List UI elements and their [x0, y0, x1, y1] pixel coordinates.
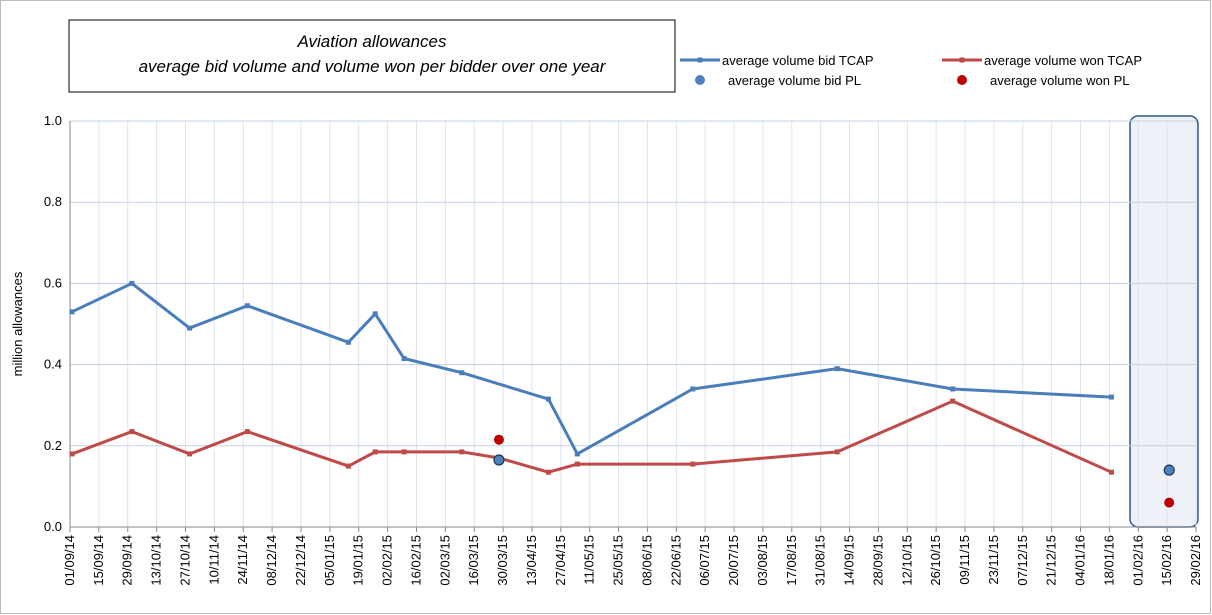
series-dot [493, 454, 505, 466]
series-marker [345, 463, 351, 469]
series-marker [129, 280, 135, 286]
series-marker [690, 386, 696, 392]
x-tick-label: 27/04/15 [553, 535, 568, 586]
y-tick-label: 0.6 [44, 275, 62, 290]
series-marker [950, 398, 956, 404]
x-tick-label: 18/01/16 [1101, 535, 1116, 586]
x-tick-label: 14/09/15 [842, 535, 857, 586]
x-tick-label: 01/02/16 [1130, 535, 1145, 586]
series-marker [401, 356, 407, 362]
series-marker [372, 311, 378, 317]
chart-subtitle: average bid volume and volume won per bi… [139, 57, 607, 76]
series-marker [834, 366, 840, 372]
x-tick-label: 01/09/14 [62, 535, 77, 586]
x-tick-label: 04/01/16 [1073, 535, 1088, 586]
x-tick-label: 31/08/15 [813, 535, 828, 586]
series-line [71, 281, 1112, 456]
x-tick-label: 20/07/15 [726, 535, 741, 586]
x-tick-label: 09/11/15 [957, 535, 972, 585]
series-marker [574, 461, 580, 467]
legend-label: average volume bid PL [728, 73, 861, 88]
y-axis-label: million allowances [10, 271, 25, 376]
x-tick-label: 30/03/15 [495, 535, 510, 586]
x-tick-label: 29/02/16 [1188, 535, 1203, 586]
series-dot [1163, 464, 1175, 476]
x-tick-label: 29/09/14 [120, 535, 135, 586]
series-marker [187, 325, 193, 331]
y-tick-label: 0.0 [44, 519, 62, 534]
highlight-box [1129, 115, 1199, 528]
series-dot [1164, 497, 1175, 508]
x-tick-label: 22/12/14 [293, 535, 308, 586]
series-marker [345, 339, 351, 345]
x-tick-label: 11/05/15 [582, 535, 597, 585]
x-tick-label: 16/02/15 [408, 535, 423, 586]
x-tick-label: 13/10/14 [149, 535, 164, 586]
x-tick-label: 03/08/15 [755, 535, 770, 586]
x-tick-label: 02/02/15 [380, 535, 395, 586]
series-marker [69, 309, 75, 315]
x-tick-label: 21/12/15 [1044, 535, 1059, 586]
title-box [68, 19, 676, 93]
x-tick-label: 19/01/15 [351, 535, 366, 586]
x-tick-label: 28/09/15 [870, 535, 885, 586]
series-marker [574, 451, 580, 457]
x-tick-label: 05/01/15 [322, 535, 337, 586]
series-marker [244, 429, 250, 435]
y-tick-label: 0.8 [44, 194, 62, 209]
series-marker [690, 461, 696, 467]
series-marker [187, 451, 193, 457]
x-tick-label: 27/10/14 [177, 535, 192, 586]
x-tick-label: 23/11/15 [986, 535, 1001, 585]
y-tick-label: 0.4 [44, 357, 62, 372]
x-tick-label: 02/03/15 [437, 535, 452, 586]
legend-dot [695, 75, 705, 85]
series-marker [545, 396, 551, 402]
y-tick-label: 1.0 [44, 113, 62, 128]
x-tick-label: 26/10/15 [928, 535, 943, 586]
x-tick-label: 08/12/14 [264, 535, 279, 586]
legend-dot [957, 75, 967, 85]
series-marker [372, 449, 378, 455]
x-tick-label: 15/02/16 [1159, 535, 1174, 586]
x-tick-label: 17/08/15 [784, 535, 799, 586]
x-tick-label: 06/07/15 [697, 535, 712, 586]
series-marker [129, 429, 135, 435]
legend-label: average volume won TCAP [984, 53, 1142, 68]
legend-marker [697, 57, 703, 63]
series-marker [459, 449, 465, 455]
series-marker [459, 370, 465, 376]
legend-marker [959, 57, 965, 63]
x-tick-label: 22/06/15 [668, 535, 683, 586]
x-tick-label: 10/11/14 [206, 535, 221, 585]
x-tick-label: 24/11/14 [235, 535, 250, 585]
series-marker [244, 303, 250, 309]
series-marker [69, 451, 75, 457]
series-marker [1108, 394, 1114, 400]
x-tick-label: 07/12/15 [1015, 535, 1030, 586]
x-tick-label: 15/09/14 [91, 535, 106, 586]
x-tick-label: 25/05/15 [611, 535, 626, 586]
x-tick-label: 12/10/15 [899, 535, 914, 586]
y-tick-label: 0.2 [44, 438, 62, 453]
legend-label: average volume bid TCAP [722, 53, 874, 68]
series-marker [1108, 469, 1114, 475]
legend-label: average volume won PL [990, 73, 1129, 88]
series-marker [545, 469, 551, 475]
series-marker [950, 386, 956, 392]
chart-title: Aviation allowances [297, 32, 447, 51]
x-tick-label: 08/06/15 [639, 535, 654, 586]
x-tick-label: 16/03/15 [466, 535, 481, 586]
series-marker [401, 449, 407, 455]
x-tick-label: 13/04/15 [524, 535, 539, 586]
series-dot [493, 434, 504, 445]
series-marker [834, 449, 840, 455]
